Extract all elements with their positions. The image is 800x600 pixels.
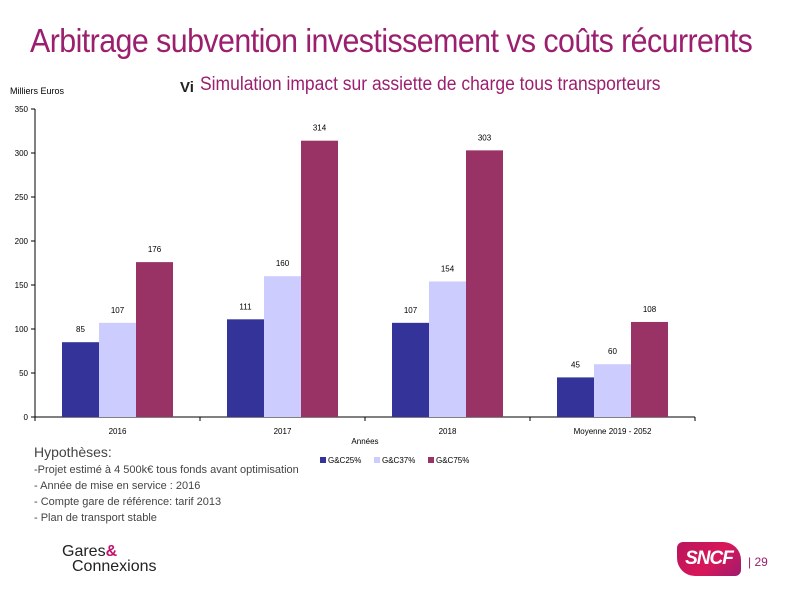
y-tick-label: 350 — [15, 105, 29, 114]
hypotheses-title: Hypothèses: — [34, 444, 112, 460]
hypothesis-item: - Compte gare de référence: tarif 2013 — [34, 496, 222, 508]
hypotheses-block: Hypothèses: -Projet estimé à 4 500k€ tou… — [34, 444, 299, 526]
data-label: 314 — [313, 124, 327, 133]
subtitle-prefix: Vi — [180, 79, 194, 96]
chart-subtitle: Simulation impact sur assiette de charge… — [200, 74, 661, 95]
y-tick-label: 200 — [15, 237, 29, 246]
x-tick-label: Moyenne 2019 - 2052 — [574, 427, 652, 436]
bar — [631, 321, 668, 417]
data-label: 45 — [571, 360, 580, 369]
data-label: 85 — [76, 325, 85, 334]
bar — [227, 319, 264, 417]
bar — [62, 342, 99, 417]
bar — [264, 276, 301, 417]
data-label: 107 — [111, 306, 125, 315]
y-axis-title: Milliers Euros — [10, 86, 65, 96]
data-label: 107 — [404, 306, 418, 315]
data-label: 111 — [239, 302, 252, 311]
data-label: 160 — [276, 259, 290, 268]
page-number: | 29 — [748, 555, 768, 569]
sncf-logo: SNCF — [677, 542, 741, 576]
x-tick-label: 2017 — [274, 427, 292, 436]
bar — [136, 262, 173, 417]
hypothesis-item: - Plan de transport stable — [34, 512, 157, 524]
data-label: 108 — [643, 305, 657, 314]
x-axis-title: Années — [351, 437, 378, 446]
y-tick-label: 50 — [19, 369, 28, 378]
x-tick-label: 2016 — [109, 427, 127, 436]
hypothesis-item: - Année de mise en service : 2016 — [34, 480, 201, 492]
y-tick-label: 0 — [24, 413, 29, 422]
logo-ampersand: & — [105, 543, 118, 560]
y-tick-label: 150 — [15, 281, 29, 290]
bar — [301, 140, 338, 417]
legend-swatch — [428, 457, 434, 463]
bar — [466, 150, 503, 418]
data-label: 60 — [608, 347, 617, 356]
page-title: Arbitrage subvention investissement vs c… — [30, 22, 753, 59]
y-tick-label: 100 — [15, 325, 29, 334]
legend-label: G&C25% — [328, 456, 361, 465]
data-label: 154 — [441, 264, 455, 273]
logo-gares: Gares — [62, 543, 106, 560]
bar — [99, 322, 136, 417]
hypothesis-item: -Projet estimé à 4 500k€ tous fonds avan… — [34, 464, 299, 476]
bar — [594, 364, 631, 417]
y-tick-label: 250 — [15, 193, 29, 202]
legend-label: G&C75% — [436, 456, 469, 465]
bar — [557, 377, 594, 417]
x-tick-label: 2018 — [439, 427, 457, 436]
data-label: 303 — [478, 133, 492, 142]
legend-label: G&C37% — [382, 456, 415, 465]
logo-connexions: Connexions — [72, 558, 157, 575]
data-label: 176 — [148, 245, 162, 254]
bar — [392, 322, 429, 417]
legend-swatch — [320, 457, 326, 463]
y-tick-label: 300 — [15, 149, 29, 158]
bar — [429, 281, 466, 417]
gares-connexions-logo: Gares& Connexions — [62, 543, 157, 575]
legend-swatch — [374, 457, 380, 463]
